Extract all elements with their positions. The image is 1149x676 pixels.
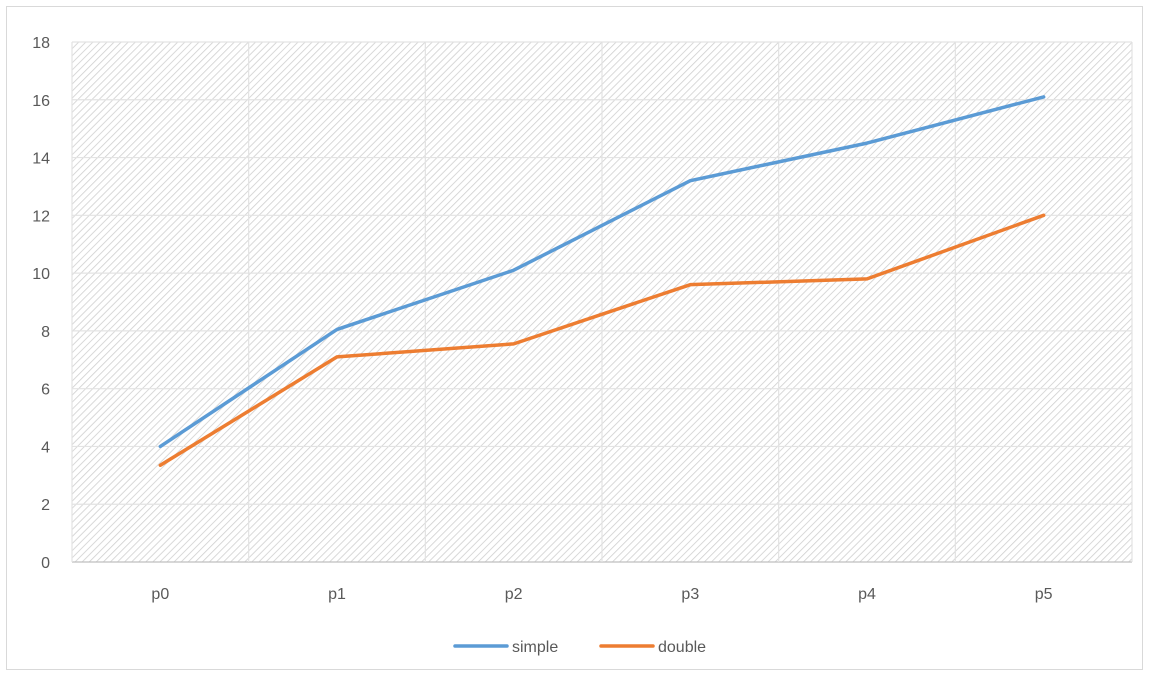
y-tick-label: 2 <box>41 497 50 514</box>
series-line-simple <box>158 95 1046 449</box>
x-tick-label: p1 <box>328 586 346 603</box>
y-tick-label: 18 <box>32 35 50 52</box>
legend: simple double <box>453 639 706 656</box>
x-tick-label: p5 <box>1035 586 1053 603</box>
legend-label-simple: simple <box>512 639 558 656</box>
series-line-double <box>158 213 1046 467</box>
y-tick-label: 0 <box>41 555 50 572</box>
legend-label-double: double <box>658 639 706 656</box>
series-lines <box>158 95 1046 467</box>
x-tick-label: p2 <box>505 586 523 603</box>
x-tick-label: p0 <box>151 586 169 603</box>
y-tick-label: 10 <box>32 266 50 283</box>
y-tick-label: 4 <box>41 439 50 456</box>
gridlines <box>71 41 1133 563</box>
x-tick-label: p3 <box>681 586 699 603</box>
axes: 0 2 4 6 8 10 12 14 16 18 p0 p1 p2 p3 p4 p5 <box>32 35 1052 603</box>
x-tick-label: p4 <box>858 586 876 603</box>
y-tick-label: 16 <box>32 93 50 110</box>
y-tick-label: 12 <box>32 208 50 225</box>
y-tick-label: 14 <box>32 151 50 168</box>
y-tick-label: 6 <box>41 382 50 399</box>
y-tick-label: 8 <box>41 324 50 341</box>
